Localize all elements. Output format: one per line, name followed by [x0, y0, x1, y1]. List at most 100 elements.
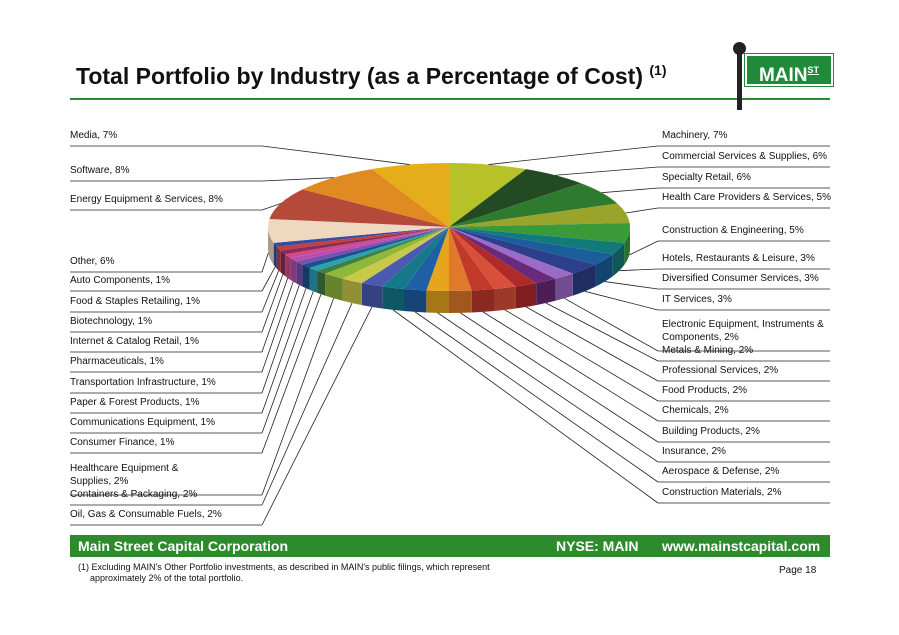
callout-label-16: Aerospace & Defense, 2% — [662, 466, 779, 477]
pie-side-20 — [325, 273, 343, 301]
callout-leader-19 — [261, 302, 353, 506]
pie-side-29 — [273, 242, 277, 269]
pie-slice-20 — [325, 227, 449, 279]
callout-leader-29 — [261, 266, 276, 292]
pie-slice-29 — [273, 227, 449, 247]
logo-text: MAIN — [758, 65, 808, 86]
callout-leader-20 — [261, 298, 335, 496]
callout-label-4: Health Care Providers & Services, 5% — [662, 192, 831, 203]
pie-slice-19 — [342, 227, 449, 284]
pie-slice-30 — [268, 218, 449, 243]
callout-label-15: Insurance, 2% — [662, 446, 726, 457]
logo-sign: MAINST — [744, 53, 834, 87]
pie-slice-16 — [403, 227, 449, 291]
callout-label-30: Other, 6% — [70, 256, 115, 267]
pie-top — [268, 163, 630, 291]
pie-slice-8 — [449, 227, 596, 274]
callout-label-9-line-2: Components, 2% — [662, 332, 739, 343]
callout-leader-23 — [261, 288, 307, 414]
callout-leader-18 — [261, 306, 373, 526]
callout-leader-12 — [504, 309, 659, 402]
pie-side-13 — [471, 288, 495, 313]
pie-slice-21 — [317, 227, 449, 274]
logo-knob — [733, 42, 746, 55]
pie-slice-1 — [449, 163, 527, 227]
pie-slice-23 — [302, 227, 449, 268]
pie-slice-6 — [449, 227, 625, 255]
footnote-line-1: (1) Excluding MAIN's Other Portfolio inv… — [78, 562, 490, 572]
page-number: Page 18 — [779, 565, 817, 576]
pie-slice-33 — [371, 163, 449, 227]
callout-leader-27 — [261, 274, 284, 333]
pie-side-17 — [382, 286, 404, 311]
callout-leader-1 — [488, 145, 659, 165]
website-link[interactable]: www.mainstcapital.com — [662, 538, 821, 554]
pie-side-19 — [342, 278, 362, 306]
company-name: Main Street Capital Corporation — [78, 538, 289, 554]
callout-label-31: Energy Equipment & Services, 8% — [70, 194, 223, 205]
callout-leader-13 — [482, 311, 659, 422]
callout-leader-33 — [261, 145, 410, 165]
pie-side-12 — [494, 286, 516, 311]
title-footnote-ref: (1) — [649, 62, 667, 78]
callout-label-33: Media, 7% — [70, 130, 117, 141]
pie-side-26 — [285, 254, 291, 280]
pie-slice-10 — [449, 227, 556, 284]
callout-label-23: Paper & Forest Products, 1% — [70, 397, 200, 408]
pie-slice-27 — [280, 227, 449, 255]
pie-side-10 — [536, 278, 556, 306]
title-rule — [70, 98, 830, 100]
callout-label-11: Professional Services, 2% — [662, 365, 778, 376]
pie-slice-13 — [449, 227, 495, 291]
callout-label-21: Consumer Finance, 1% — [70, 437, 175, 448]
pie-side-11 — [515, 283, 537, 309]
pie-side-8 — [572, 264, 596, 296]
callout-label-8: IT Services, 3% — [662, 294, 732, 305]
callout-leader-17 — [392, 309, 659, 504]
callout-label-12: Food Products, 2% — [662, 385, 747, 396]
pie-slice-22 — [309, 227, 449, 271]
pie-side-16 — [403, 288, 427, 313]
footnote-line-2: approximately 2% of the total portfolio. — [90, 573, 244, 583]
callout-label-19: Containers & Packaging, 2% — [70, 489, 197, 500]
pie-side-walls — [268, 227, 630, 313]
pie-side-15 — [426, 290, 449, 313]
pie-side-25 — [290, 257, 297, 284]
callout-leader-11 — [525, 306, 659, 382]
callout-leader-26 — [261, 277, 289, 353]
callout-label-32: Software, 8% — [70, 165, 130, 176]
pie-slice-14 — [449, 227, 472, 291]
pie-callouts: Machinery, 7% Commercial Services & Suppl… — [70, 130, 831, 526]
pie-side-24 — [296, 261, 303, 287]
callout-leader-15 — [437, 312, 659, 463]
pie-slice-18 — [361, 227, 449, 287]
callout-leader-21 — [261, 294, 322, 454]
pie-slice-32 — [302, 169, 449, 227]
callout-label-22: Communications Equipment, 1% — [70, 417, 215, 428]
pie-slice-3 — [449, 183, 618, 227]
pie-slice-28 — [276, 227, 449, 251]
pie-side-22 — [309, 267, 318, 293]
callout-leader-8 — [584, 290, 659, 311]
pie-side-23 — [302, 264, 310, 290]
callout-leader-28 — [261, 270, 280, 313]
footer-bar: Main Street Capital Corporation NYSE: MA… — [70, 535, 830, 557]
pie-slice-26 — [285, 227, 449, 258]
pie-slice-31 — [269, 189, 449, 227]
callout-label-27: Biotechnology, 1% — [70, 316, 152, 327]
callout-label-25: Pharmaceuticals, 1% — [70, 356, 164, 367]
callout-label-29: Auto Components, 1% — [70, 275, 170, 286]
callout-label-24: Transportation Infrastructure, 1% — [70, 377, 216, 388]
callout-label-18: Oil, Gas & Consumable Fuels, 2% — [70, 509, 222, 520]
callout-label-5: Construction & Engineering, 5% — [662, 225, 804, 236]
pie-slice-5 — [449, 222, 630, 243]
callout-label-20-line-1: Healthcare Equipment & — [70, 463, 179, 474]
callout-label-6: Hotels, Restaurants & Leisure, 3% — [662, 253, 815, 264]
callout-label-20-line-2: Supplies, 2% — [70, 476, 128, 487]
pie-side-9 — [555, 273, 573, 301]
pie-side-30 — [268, 227, 274, 265]
main-street-logo: MAINST — [730, 40, 834, 110]
callout-leader-30 — [261, 252, 269, 273]
callout-label-14: Building Products, 2% — [662, 426, 760, 437]
callout-label-26: Internet & Catalog Retail, 1% — [70, 336, 199, 347]
